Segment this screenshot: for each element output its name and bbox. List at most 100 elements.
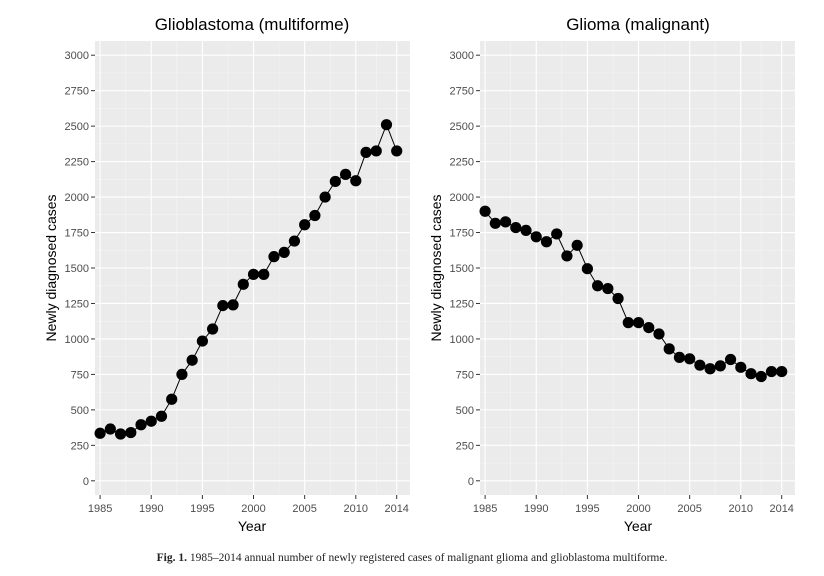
chart-title: Glioma (malignant) <box>566 15 710 34</box>
x-tick-label: 2000 <box>626 503 650 515</box>
data-point <box>135 419 147 431</box>
x-tick-label: 2005 <box>677 503 701 515</box>
y-tick-label: 1250 <box>450 298 474 310</box>
y-tick-label: 750 <box>456 369 474 381</box>
data-point <box>602 282 614 295</box>
x-tick-label: 1990 <box>139 503 163 515</box>
data-point <box>643 321 655 334</box>
data-point <box>489 217 501 229</box>
data-point <box>360 146 372 158</box>
data-point <box>755 370 767 383</box>
data-point <box>227 299 239 311</box>
x-tick-label: 1995 <box>575 503 599 515</box>
y-tick-label: 1500 <box>65 263 89 275</box>
x-tick-label: 2014 <box>384 503 408 515</box>
data-point <box>299 219 311 231</box>
y-tick-label: 1750 <box>450 228 474 240</box>
y-tick-label: 2000 <box>450 192 474 204</box>
y-tick-label: 1000 <box>65 334 89 346</box>
data-point <box>145 415 157 427</box>
data-point <box>765 365 778 378</box>
data-point <box>217 299 229 312</box>
y-tick-label: 500 <box>456 405 474 417</box>
x-tick-label: 2010 <box>344 503 368 515</box>
y-tick-label: 2000 <box>65 192 89 204</box>
y-tick-label: 2500 <box>65 121 89 133</box>
data-point <box>714 360 726 372</box>
data-point <box>592 280 604 292</box>
y-tick-label: 3000 <box>450 50 474 62</box>
chart-title: Glioblastoma (multiforme) <box>155 15 350 34</box>
figure-caption: Fig. 1. 1985–2014 annual number of newly… <box>0 552 824 564</box>
data-point <box>776 365 788 378</box>
data-point <box>258 268 270 280</box>
data-point <box>391 145 403 157</box>
data-point <box>125 426 137 439</box>
data-point <box>704 363 716 375</box>
data-point <box>155 410 168 422</box>
data-point <box>694 359 706 371</box>
y-tick-label: 1750 <box>65 228 89 240</box>
chart-panel-2: 0 250 500 750 1000 1250 1500 1750 2000 2250 2500 27… <box>428 15 795 534</box>
x-tick-label: 2014 <box>769 503 793 515</box>
x-axis-title: Year <box>624 518 653 534</box>
data-point <box>268 251 280 263</box>
y-tick-label: 3000 <box>65 50 89 62</box>
data-point <box>673 351 686 363</box>
data-point <box>745 368 757 380</box>
data-point <box>520 224 532 237</box>
y-tick-label: 0 <box>83 476 89 488</box>
x-tick-label: 1995 <box>190 503 214 515</box>
data-point <box>288 235 301 247</box>
data-point <box>653 328 665 340</box>
y-tick-label: 1250 <box>65 298 89 310</box>
chart-panel-1: 0 250 500 750 1000 1250 1500 1750 2000 2250 2500 27… <box>43 15 410 534</box>
y-axis-title: Newly diagnosed cases <box>428 194 444 341</box>
x-tick-label: 1990 <box>524 503 548 515</box>
data-point <box>380 119 393 131</box>
y-axis-title: Newly diagnosed cases <box>43 194 59 341</box>
y-tick-label: 2500 <box>450 121 474 133</box>
data-point <box>684 353 696 365</box>
data-point <box>724 353 737 366</box>
data-point <box>309 209 321 222</box>
data-point <box>632 317 645 329</box>
data-point <box>510 221 522 234</box>
data-point <box>499 216 512 228</box>
data-point <box>530 231 542 243</box>
data-point <box>278 246 290 258</box>
y-tick-label: 2250 <box>450 157 474 169</box>
data-point <box>622 317 634 329</box>
data-point <box>581 263 593 275</box>
data-point <box>370 145 382 157</box>
data-point <box>612 292 624 305</box>
y-tick-label: 250 <box>456 440 474 452</box>
y-tick-label: 2750 <box>65 86 89 98</box>
data-point <box>735 361 747 373</box>
data-point <box>166 393 178 405</box>
data-point <box>339 168 352 180</box>
caption-label: Fig. 1. <box>156 552 188 564</box>
data-point <box>329 175 341 188</box>
data-point <box>114 428 127 440</box>
x-tick-label: 1985 <box>88 503 112 515</box>
data-point <box>186 354 198 366</box>
y-tick-label: 500 <box>71 405 89 417</box>
data-point <box>207 323 219 335</box>
x-axis-title: Year <box>238 518 267 534</box>
y-tick-label: 250 <box>71 440 89 452</box>
data-point <box>247 268 260 280</box>
data-point <box>176 368 188 381</box>
data-point <box>196 335 208 347</box>
y-tick-label: 0 <box>468 476 474 488</box>
y-tick-label: 1000 <box>450 334 474 346</box>
data-point <box>571 239 583 251</box>
data-point <box>663 343 675 355</box>
data-point <box>319 191 331 203</box>
y-tick-label: 750 <box>71 369 89 381</box>
y-tick-label: 2250 <box>65 157 89 169</box>
data-point <box>540 236 553 248</box>
data-point <box>479 205 491 217</box>
x-tick-label: 2000 <box>241 503 265 515</box>
